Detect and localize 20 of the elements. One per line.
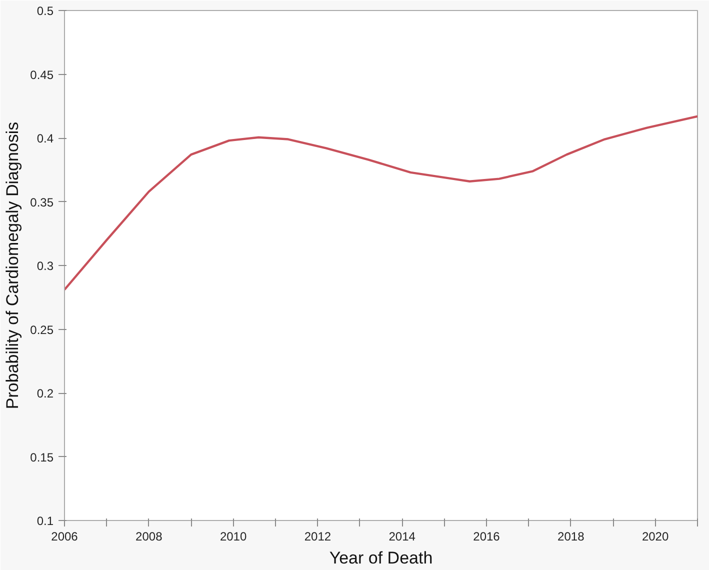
x-tick-label: 2012 [304,530,332,544]
x-tick-label: 2016 [473,530,500,544]
y-axis-title: Probability of Cardiomegaly Diagnosis [3,122,22,410]
y-tick-label: 0.25 [30,322,54,337]
x-axis-title: Year of Death [329,548,433,568]
x-tick-label: 2006 [51,530,78,544]
y-tick-label: 0.35 [30,195,54,210]
x-tick-label: 2018 [558,530,585,544]
y-tick-label: 0.3 [36,259,54,273]
x-tick-label: 2020 [642,530,669,544]
y-tick-label: 0.5 [36,4,54,18]
y-tick-label: 0.15 [30,450,54,464]
x-tick-label: 2008 [136,530,163,544]
x-tick-label: 2014 [388,530,416,544]
y-tick-label: 0.4 [36,132,54,146]
x-tick-label: 2010 [220,530,247,544]
y-tick-label: 0.1 [36,514,54,528]
y-tick-label: 0.45 [30,68,54,82]
line-series [64,115,698,291]
y-tick-label: 0.2 [36,386,54,400]
